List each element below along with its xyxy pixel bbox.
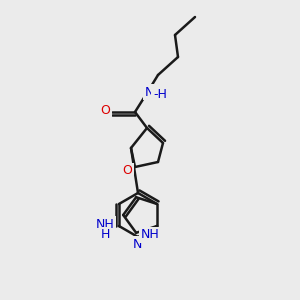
Text: N: N bbox=[144, 85, 154, 98]
Text: NH: NH bbox=[96, 218, 114, 230]
Text: O: O bbox=[122, 164, 132, 178]
Text: -H: -H bbox=[153, 88, 167, 100]
Text: N: N bbox=[132, 238, 142, 250]
Text: H: H bbox=[100, 229, 110, 242]
Text: NH: NH bbox=[141, 228, 160, 241]
Text: O: O bbox=[100, 104, 110, 118]
